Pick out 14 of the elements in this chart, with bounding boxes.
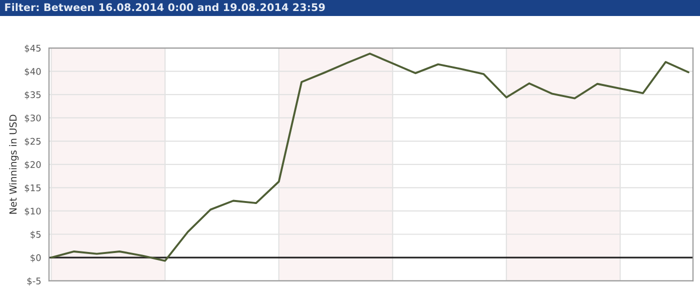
y-tick-label: $30 — [24, 114, 41, 123]
y-tick-label: $25 — [24, 138, 41, 146]
chart-title: Filter: Between 16.08.2014 0:00 and 19.08.2014 23:59 — [5, 3, 325, 12]
y-tick-label: $45 — [24, 44, 41, 53]
y-axis-title: Net Winnings in USD — [9, 114, 19, 214]
y-tick-label: $35 — [24, 91, 41, 100]
line-series — [50, 52, 690, 262]
y-tick-label: $40 — [24, 68, 41, 76]
y-tick-label: $10 — [24, 208, 41, 216]
y-tick-label: $0 — [30, 254, 41, 262]
y-tick-label: $-5 — [27, 277, 41, 286]
y-tick-label: $20 — [24, 160, 41, 170]
y-tick-label: $15 — [24, 184, 41, 192]
y-tick-label: $5 — [30, 230, 41, 240]
